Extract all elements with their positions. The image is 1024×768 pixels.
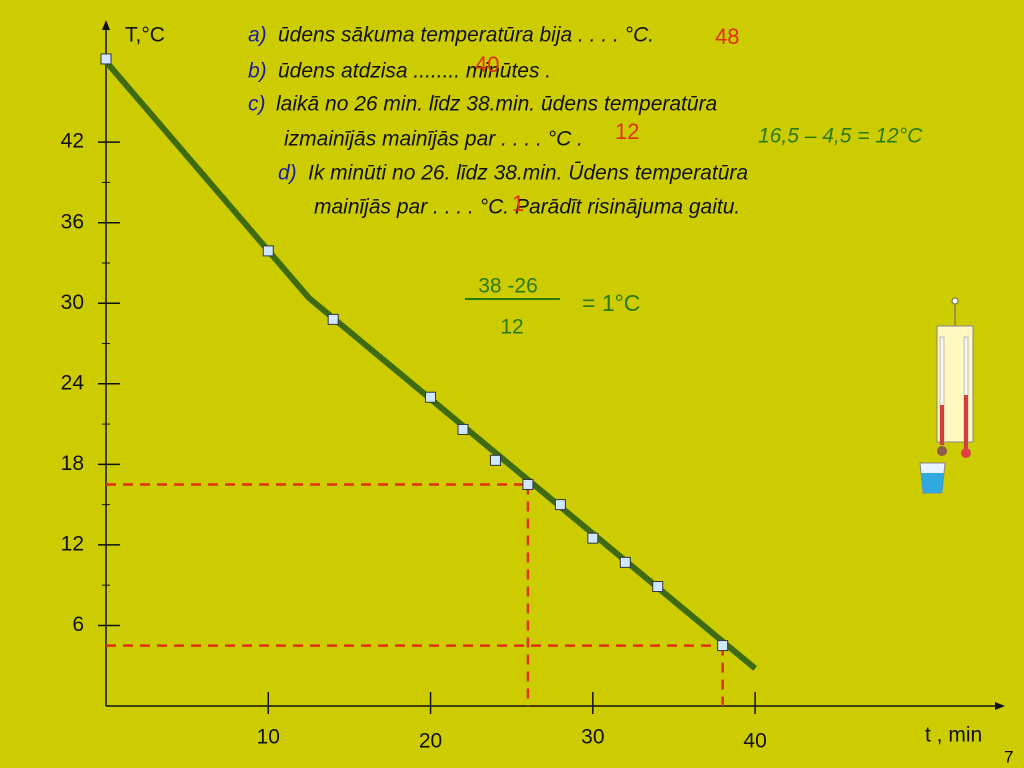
trend-line xyxy=(103,59,758,671)
fraction-numerator: 38 -26 xyxy=(478,275,538,298)
answer: 12 xyxy=(615,119,639,144)
answer: 48 xyxy=(715,24,739,49)
x-axis-arrow xyxy=(995,702,1005,710)
x-axis-label: t , min xyxy=(925,724,982,747)
y-tick-label: 24 xyxy=(61,371,85,394)
y-tick-label: 30 xyxy=(61,291,84,314)
x-tick-label: 20 xyxy=(419,730,442,753)
data-point xyxy=(554,499,566,511)
question-prefix: b) xyxy=(248,60,267,83)
y-tick-label: 12 xyxy=(61,532,84,555)
x-tick-label: 40 xyxy=(743,730,766,753)
y-tick-label: 42 xyxy=(61,130,84,153)
y-tick-label: 18 xyxy=(61,452,84,475)
data-point xyxy=(652,581,664,593)
question-text: ūdens atdzisa ........ minūtes . xyxy=(278,60,551,83)
question-text: laikā no 26 min. līdz 38.min. ūdens temp… xyxy=(276,93,717,116)
data-point xyxy=(489,454,501,466)
data-point xyxy=(327,313,339,325)
data-point xyxy=(522,478,534,490)
y-axis-arrow xyxy=(102,20,110,30)
answer: 40 xyxy=(475,52,499,77)
data-point xyxy=(619,556,631,568)
x-tick-label: 10 xyxy=(257,726,280,749)
y-axis-label: T,°C xyxy=(125,24,165,47)
question-prefix: a) xyxy=(248,24,267,47)
y-tick-label: 36 xyxy=(61,210,84,233)
x-tick-label: 30 xyxy=(581,726,604,749)
answer: 1 xyxy=(512,191,524,216)
calculation: 16,5 – 4,5 = 12°C xyxy=(758,125,923,148)
data-point xyxy=(587,532,599,544)
question-prefix: d) xyxy=(278,162,297,185)
data-point xyxy=(717,640,729,652)
data-point xyxy=(457,423,469,435)
question-text: Ik minūti no 26. līdz 38.min. Ūdens temp… xyxy=(308,162,748,185)
fraction-result: = 1°C xyxy=(582,290,640,316)
y-tick-label: 6 xyxy=(72,613,84,636)
data-point xyxy=(262,245,274,257)
question-text: mainījās par . . . . °C. Parādīt risināj… xyxy=(314,196,740,219)
apparatus-illustration xyxy=(919,297,974,494)
question-prefix: c) xyxy=(248,93,266,116)
slide-number: 7 xyxy=(1004,747,1013,766)
data-point xyxy=(425,391,437,403)
question-text: ūdens sākuma temperatūra bija . . . . °C… xyxy=(278,24,654,47)
question-text: izmainījās mainījās par . . . . °C . xyxy=(284,128,583,151)
data-point xyxy=(100,53,112,65)
fraction-denominator: 12 xyxy=(500,316,523,339)
